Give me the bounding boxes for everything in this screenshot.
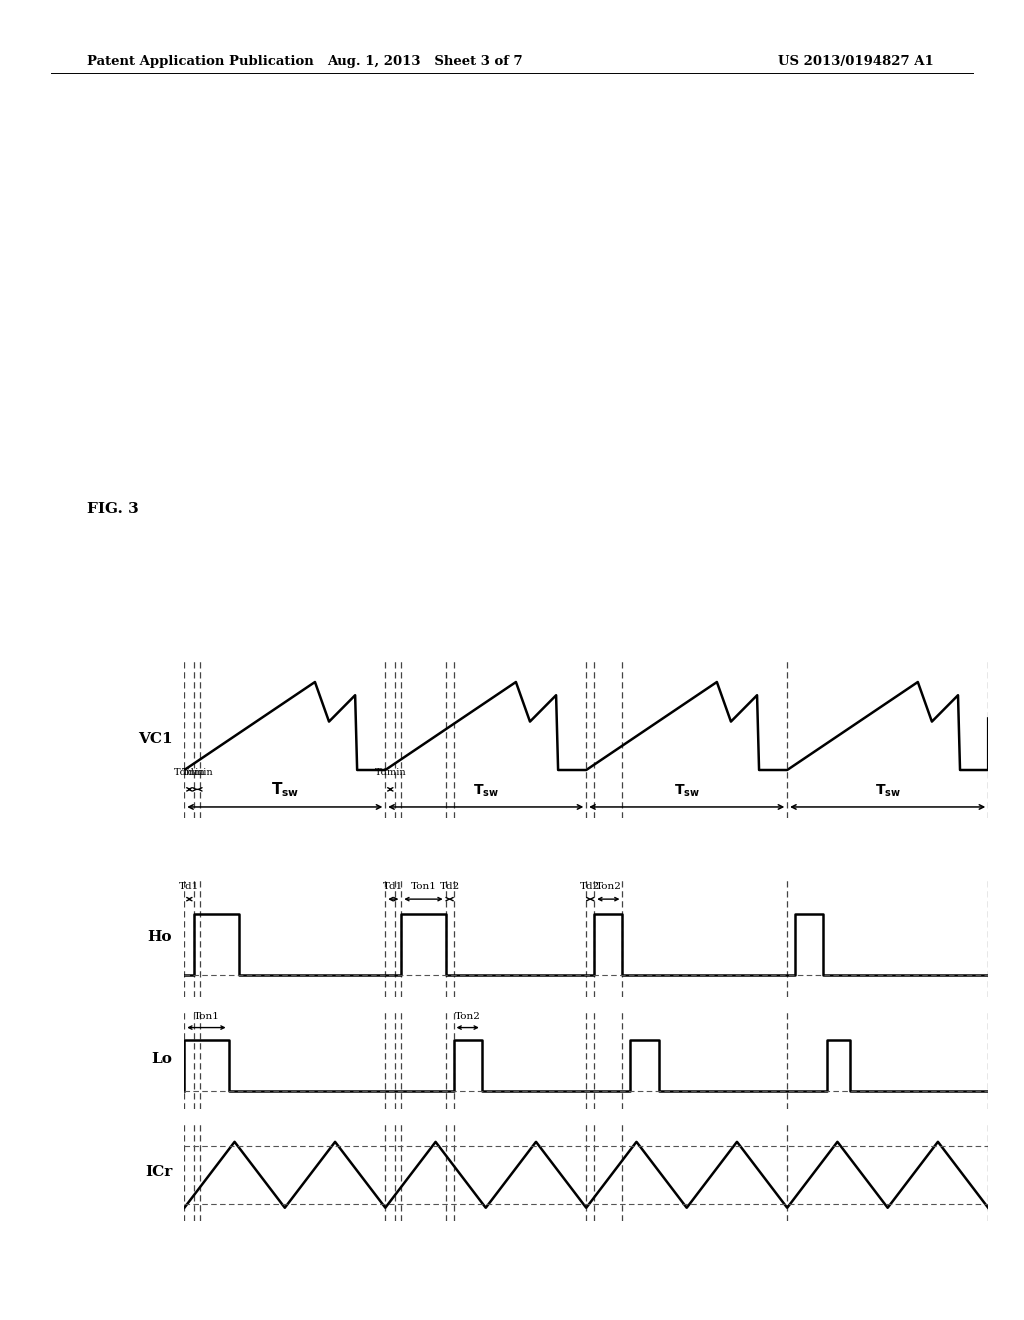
Text: VC1: VC1 [137, 733, 172, 746]
Text: US 2013/0194827 A1: US 2013/0194827 A1 [778, 55, 934, 69]
Text: Ton2: Ton2 [595, 882, 622, 891]
Text: Tdmin: Tdmin [375, 768, 407, 777]
Text: $\mathbf{T_{sw}}$: $\mathbf{T_{sw}}$ [473, 783, 499, 799]
Text: ICr: ICr [145, 1164, 172, 1179]
Text: $\mathbf{T_{sw}}$: $\mathbf{T_{sw}}$ [874, 783, 901, 799]
Text: Td2: Td2 [581, 882, 600, 891]
Text: Ton2: Ton2 [455, 1012, 480, 1020]
Text: Td1: Td1 [383, 882, 403, 891]
Text: $\mathbf{T_{sw}}$: $\mathbf{T_{sw}}$ [270, 780, 299, 799]
Text: $\mathbf{T_{sw}}$: $\mathbf{T_{sw}}$ [674, 783, 699, 799]
Text: Ton1: Ton1 [194, 1012, 219, 1020]
Text: Tdmin: Tdmin [173, 768, 205, 777]
Text: Tdmin: Tdmin [181, 768, 213, 777]
Text: Td2: Td2 [439, 882, 460, 891]
Text: FIG. 3: FIG. 3 [87, 502, 139, 516]
Text: Ho: Ho [147, 931, 172, 944]
Text: Patent Application Publication: Patent Application Publication [87, 55, 313, 69]
Text: Lo: Lo [152, 1052, 172, 1067]
Text: Aug. 1, 2013   Sheet 3 of 7: Aug. 1, 2013 Sheet 3 of 7 [327, 55, 523, 69]
Text: Td1: Td1 [179, 882, 200, 891]
Text: Ton1: Ton1 [411, 882, 436, 891]
